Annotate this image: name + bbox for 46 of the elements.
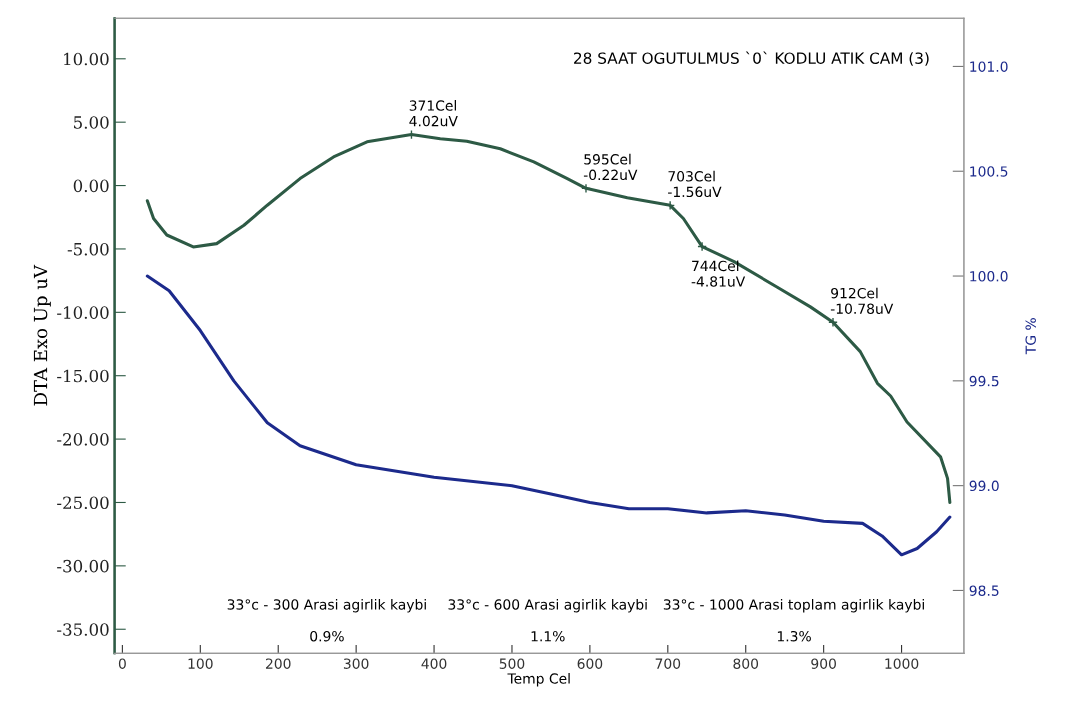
annotation: 0.9% [310, 630, 344, 642]
y-tick-label: -5.00 [67, 242, 109, 256]
y-tick-label: -35.00 [57, 623, 109, 636]
annotation: 703Cel -1.56uV [668, 170, 722, 198]
y-tick-label: -30.00 [57, 559, 109, 573]
y-axis-title: DTA Exo Up uV [33, 264, 51, 406]
y-tick-label: 10.00 [64, 52, 109, 66]
point [697, 241, 707, 252]
y2-tick-label: 98.5 [969, 585, 999, 596]
x-tick-label: 100 [188, 658, 213, 669]
annotation: 33°c - 1000 Arasi toplam agirlik kaybi [663, 598, 924, 613]
x-tick-label: 800 [733, 658, 759, 669]
x-tick-label: 900 [811, 658, 836, 669]
y2-tick-label: 100.0 [970, 271, 1008, 282]
y-tick-label: -20.00 [57, 433, 109, 446]
annotation: 371Cel 4.02uV [409, 100, 458, 127]
annotation: 912Cel -10.78uV [830, 287, 894, 314]
y-tick-label: 0.00 [73, 179, 109, 193]
x-tick-label: 300 [343, 658, 369, 669]
y-tick-label: -15.00 [57, 369, 109, 383]
y2-tick-label: 99.0 [969, 480, 999, 492]
y2-tick-label: 100.5 [970, 166, 1008, 177]
annotation: 33°c - 600 Arasi agirlik kaybi [448, 598, 647, 613]
annotation: 744Cel -4.81uV [691, 260, 746, 287]
x-tick-label: 400 [421, 658, 447, 669]
annotation: 1.1% [531, 630, 565, 642]
y-tick-label: 5.00 [74, 116, 109, 129]
annotation: 595Cel -0.22uV [583, 153, 638, 181]
line-series [145, 274, 952, 557]
y2-axis-title: TG % [1025, 318, 1036, 355]
point [828, 317, 838, 328]
x-tick-label: 200 [265, 658, 291, 669]
y2-tick-label: 101.0 [970, 61, 1008, 72]
x-tick-label: 0 [118, 658, 126, 669]
x-tick-label: 600 [577, 658, 603, 669]
point [581, 183, 591, 194]
y-tick-label: -10.00 [57, 306, 109, 319]
x-tick-label: 700 [655, 658, 681, 669]
y-tick-label: -25.00 [57, 496, 109, 510]
y2-tick-label: 99.5 [969, 375, 999, 387]
x-tick-label: 1000 [885, 658, 919, 669]
text: 28 SAAT OGUTULMUS `0` KODLU ATIK CAM (3) [574, 51, 929, 66]
annotation: 1.3% [777, 630, 811, 642]
x-tick-label: 500 [499, 658, 525, 669]
x-axis-title: Temp Cel [507, 673, 570, 687]
annotation: 33°c - 300 Arasi agirlik kaybi [227, 598, 426, 613]
